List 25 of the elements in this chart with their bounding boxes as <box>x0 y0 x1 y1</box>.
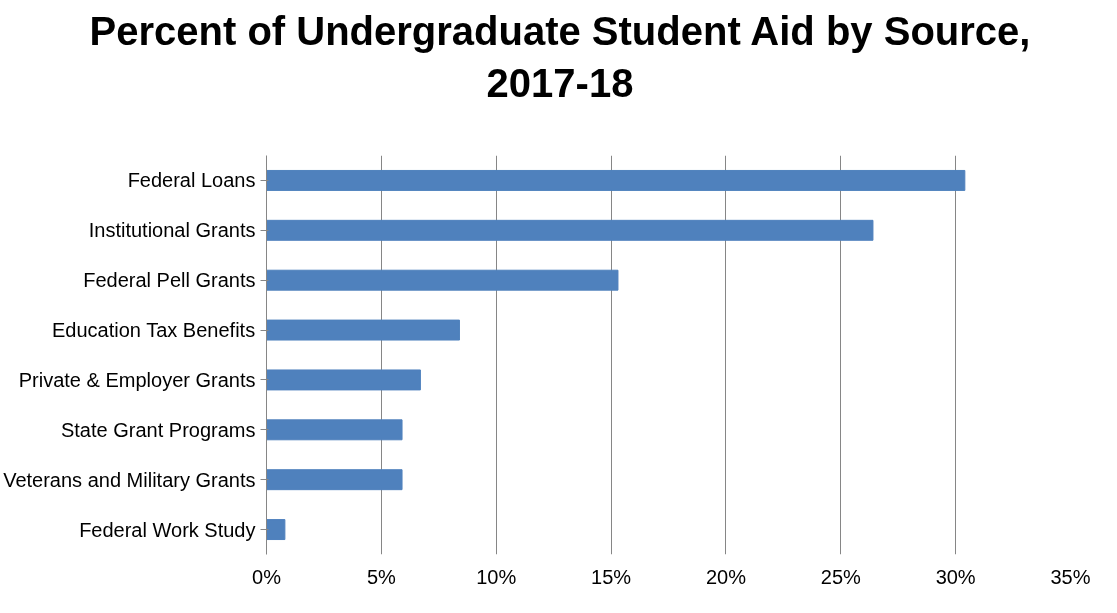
x-tick-label: 0% <box>252 565 282 588</box>
bar <box>266 519 286 541</box>
y-tick-label: State Grant Programs <box>60 418 256 441</box>
x-tick-label: 5% <box>366 565 397 588</box>
chart-title: Percent of Undergraduate Student Aid by Source, 2017-18 <box>88 8 1032 107</box>
bar <box>266 419 403 441</box>
x-tick-label: 15% <box>591 565 632 588</box>
bar <box>266 469 403 491</box>
x-tick-label: 30% <box>935 565 976 588</box>
x-tick-label: 35% <box>1050 565 1091 588</box>
x-tick-label: 10% <box>476 565 517 588</box>
y-tick-label: Federal Loans <box>127 169 256 192</box>
y-tick-label: Federal Work Study <box>79 518 256 541</box>
y-tick-label: Private & Employer Grants <box>18 368 256 391</box>
bar <box>266 369 421 391</box>
x-tick-label: 25% <box>820 565 862 588</box>
y-tick-label: Veterans and Military Grants <box>3 468 256 491</box>
bar <box>266 319 460 341</box>
y-tick-label: Federal Pell Grants <box>83 269 256 292</box>
bar <box>266 269 619 291</box>
y-tick-label: Institutional Grants <box>88 219 256 242</box>
bar <box>266 219 874 241</box>
bar <box>266 169 966 191</box>
y-tick-label: Education Tax Benefits <box>52 319 256 342</box>
x-tick-label: 20% <box>705 565 747 588</box>
